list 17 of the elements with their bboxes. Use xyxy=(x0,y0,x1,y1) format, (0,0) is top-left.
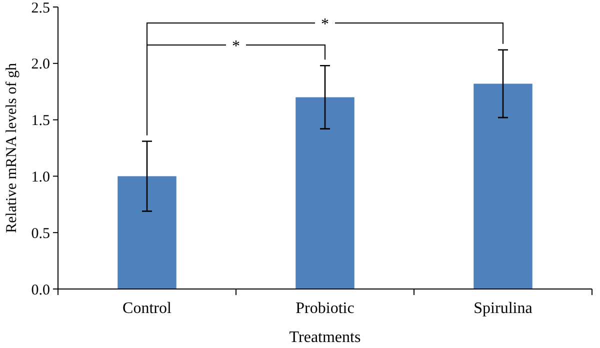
y-tick-label: 0.5 xyxy=(31,226,50,242)
y-axis-title: Relative mRNA levels of gh xyxy=(4,62,20,233)
x-axis-title: Treatments xyxy=(289,329,361,346)
y-tick-label: 2.0 xyxy=(31,56,50,73)
bar xyxy=(474,84,532,289)
y-tick-label: 0.0 xyxy=(31,282,50,298)
y-tick-label: 1.5 xyxy=(31,113,50,130)
annotation: * xyxy=(232,38,240,55)
x-tick-label: Probiotic xyxy=(296,300,354,317)
bar xyxy=(296,97,354,289)
annotation: * xyxy=(321,16,329,33)
x-tick-label: Control xyxy=(122,300,172,317)
x-tick-label: Spirulina xyxy=(474,300,532,317)
y-tick-label: 2.5 xyxy=(31,0,50,16)
bar xyxy=(118,176,176,289)
y-tick-label: 1.0 xyxy=(31,169,50,186)
significance-bracket: * xyxy=(146,38,326,136)
